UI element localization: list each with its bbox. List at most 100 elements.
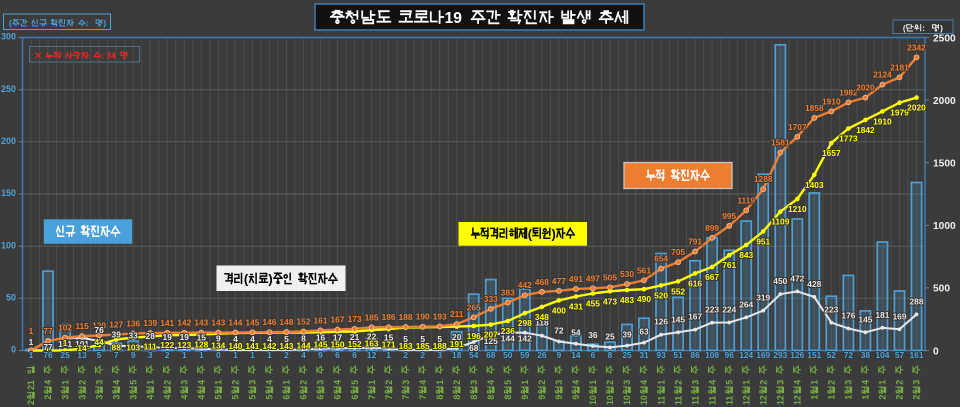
svg-text:2: 2 [912,395,922,400]
svg-text:490: 490 [637,294,651,304]
svg-text:5: 5 [437,334,442,344]
svg-text:): ) [552,226,556,241]
svg-text:2020: 2020 [907,103,926,113]
svg-text:2: 2 [895,395,905,400]
svg-text:1119: 1119 [737,195,755,205]
svg-text:12: 12 [776,395,786,405]
svg-text:10: 10 [605,395,615,405]
svg-text:50: 50 [6,293,16,303]
svg-text:25: 25 [605,331,615,341]
svg-text:4: 4 [418,380,428,385]
svg-text:2: 2 [452,380,462,385]
svg-text:15: 15 [197,333,207,343]
svg-text:68: 68 [486,350,496,360]
svg-text:145: 145 [671,314,685,324]
svg-text:): ) [103,19,106,28]
svg-text:185: 185 [416,341,430,351]
svg-text:2: 2 [162,380,172,385]
svg-text:68: 68 [469,343,479,353]
svg-text:36: 36 [588,330,598,340]
svg-text:1: 1 [60,380,70,385]
svg-text:520: 520 [654,290,668,300]
svg-text:8: 8 [486,395,496,400]
svg-text:3: 3 [776,380,786,385]
svg-text:3: 3 [60,395,70,400]
svg-text:18: 18 [452,350,462,360]
svg-text:152: 152 [348,339,362,349]
svg-text:1: 1 [250,350,255,360]
svg-text:264: 264 [739,299,753,309]
svg-text:1: 1 [656,380,666,385]
svg-text:120: 120 [92,321,106,331]
svg-text:899: 899 [705,223,719,233]
svg-text:319: 319 [756,293,770,303]
svg-text:705: 705 [671,247,685,257]
svg-text:3: 3 [94,380,104,385]
svg-text:223: 223 [705,305,719,315]
svg-text:1581: 1581 [771,138,790,148]
svg-text:9: 9 [571,395,581,400]
svg-text:76: 76 [43,350,53,360]
svg-text:161: 161 [314,315,328,325]
svg-text:9: 9 [520,395,530,400]
svg-text:207: 207 [484,330,498,340]
svg-text:6: 6 [335,350,340,360]
svg-text:951: 951 [756,236,770,246]
svg-text:191: 191 [450,339,464,349]
svg-text:31: 31 [639,350,649,360]
svg-text:8: 8 [469,395,479,400]
svg-text:11: 11 [656,396,666,405]
svg-text:176: 176 [841,311,855,321]
svg-text:4: 4 [267,334,272,344]
svg-text:2: 2 [403,350,408,360]
svg-text:10: 10 [588,395,598,405]
svg-text:3: 3 [248,380,258,385]
svg-text:9: 9 [537,395,547,400]
svg-text:3: 3 [77,395,87,400]
svg-text:1910: 1910 [873,116,892,126]
svg-text:995: 995 [722,211,736,221]
svg-text:4: 4 [707,380,717,385]
svg-text:348: 348 [535,312,549,322]
svg-text:5: 5 [128,380,138,385]
svg-text:5: 5 [403,334,408,344]
svg-text:843: 843 [739,250,753,260]
svg-text:2: 2 [827,380,837,385]
svg-text:7: 7 [114,350,119,360]
svg-text:1858: 1858 [805,103,824,113]
svg-text:9: 9 [557,350,562,360]
svg-text:4: 4 [43,380,53,385]
svg-text:6: 6 [352,350,357,360]
svg-text:9: 9 [318,350,323,360]
svg-text:86: 86 [690,350,700,360]
svg-text:100: 100 [1,240,16,250]
svg-text:428: 428 [807,279,821,289]
svg-text:169: 169 [893,311,907,321]
svg-text:2020: 2020 [856,83,875,93]
svg-text:1000: 1000 [933,221,956,232]
svg-text:1: 1 [367,380,377,385]
svg-text:51: 51 [673,350,683,360]
svg-text:1707: 1707 [788,122,807,132]
svg-text:3: 3 [180,380,190,385]
svg-text:3: 3 [316,380,326,385]
svg-text:104: 104 [875,350,889,360]
svg-text:44: 44 [94,337,104,347]
svg-text:1: 1 [63,338,68,348]
svg-text:108: 108 [705,350,719,360]
svg-text:2: 2 [77,380,87,385]
svg-text:561: 561 [637,265,651,275]
svg-text:236: 236 [501,326,515,336]
svg-text:15: 15 [384,333,394,343]
svg-text:14: 14 [571,350,581,360]
svg-text:11: 11 [724,396,734,405]
svg-text:4: 4 [250,334,255,344]
svg-text:1982: 1982 [839,87,858,97]
svg-text:431: 431 [569,302,583,312]
svg-text:8: 8 [608,350,613,360]
svg-text:1: 1 [861,395,871,400]
svg-text:2: 2 [605,380,615,385]
svg-text:122: 122 [160,340,174,350]
svg-text:1500: 1500 [933,159,956,170]
svg-text:141: 141 [245,341,259,351]
